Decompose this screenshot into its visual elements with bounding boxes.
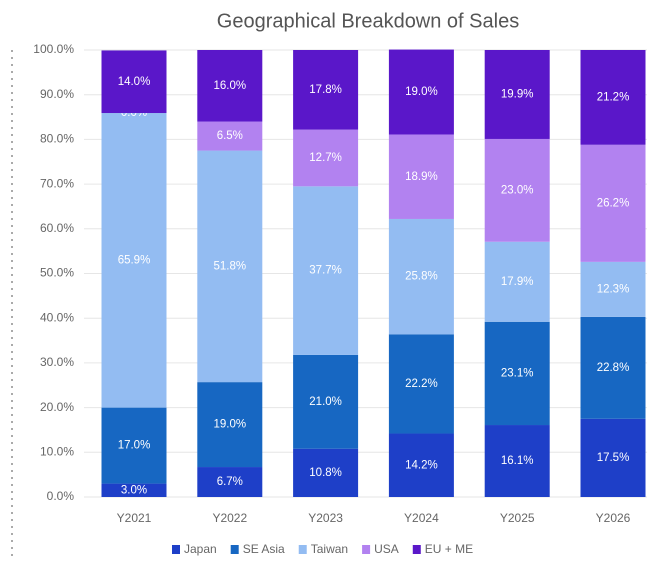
y-tick-label: 50.0%	[40, 266, 74, 280]
bar-segment	[388, 49, 454, 135]
value-label: 17.5%	[597, 452, 630, 464]
y-tick-label: 100.0%	[33, 42, 74, 56]
bar-segment	[293, 354, 359, 449]
y-tick-label: 10.0%	[40, 444, 74, 458]
bar-segment	[388, 334, 454, 434]
chart-title: Geographical Breakdown of Sales	[217, 10, 519, 32]
value-label: 19.9%	[501, 89, 534, 101]
bar-segment	[293, 186, 359, 355]
bar-segment	[580, 418, 646, 497]
value-label: 21.0%	[309, 396, 342, 408]
bar-segment	[484, 241, 550, 322]
x-tick-label: Y2026	[596, 511, 631, 525]
bar-segment	[484, 321, 550, 426]
bar-segment	[197, 50, 263, 122]
y-tick-label: 20.0%	[40, 400, 74, 414]
x-tick-label: Y2021	[117, 511, 152, 525]
y-tick-label: 90.0%	[40, 87, 74, 101]
bar-segment	[293, 50, 359, 130]
legend-label: Taiwan	[311, 542, 348, 556]
value-label: 51.8%	[213, 260, 246, 272]
bar-segment	[101, 113, 167, 408]
value-label: 14.0%	[118, 76, 151, 88]
bar-segment	[388, 433, 454, 497]
bar-segment	[197, 382, 263, 468]
value-label: 16.1%	[501, 455, 534, 467]
x-tick-label: Y2023	[308, 511, 343, 525]
value-label: 17.9%	[501, 276, 534, 288]
bar-segment	[388, 134, 454, 219]
value-label: 12.7%	[309, 152, 342, 164]
value-label: 23.1%	[501, 367, 534, 379]
value-label: 19.0%	[213, 419, 246, 431]
bar-segment	[101, 407, 167, 484]
value-label: 3.0%	[121, 484, 147, 496]
value-label: 37.7%	[309, 265, 342, 277]
y-tick-label: 80.0%	[40, 132, 74, 146]
value-label: 22.8%	[597, 362, 630, 374]
bar-segment	[197, 467, 263, 497]
value-label: 16.0%	[213, 80, 246, 92]
legend-label: EU + ME	[425, 542, 473, 556]
legend-label: SE Asia	[243, 542, 285, 556]
value-label: 18.9%	[405, 171, 438, 183]
value-label: 23.0%	[501, 184, 534, 196]
bar-segment	[580, 50, 646, 145]
value-label: 21.2%	[597, 91, 630, 103]
bar-segment	[101, 50, 167, 114]
bar-segment	[484, 50, 550, 139]
value-label: 17.8%	[309, 84, 342, 96]
legend-swatch	[412, 545, 421, 554]
y-tick-label: 30.0%	[40, 355, 74, 369]
value-label: 6.7%	[217, 476, 243, 488]
bar-segment	[580, 144, 646, 262]
value-label: 14.2%	[405, 459, 438, 471]
bar-segment	[197, 150, 263, 383]
y-tick-label: 70.0%	[40, 176, 74, 190]
bar-segment	[580, 316, 646, 419]
legend-label: USA	[374, 542, 399, 556]
value-label: 6.5%	[217, 130, 243, 142]
x-tick-label: Y2022	[212, 511, 247, 525]
bar-segment	[580, 261, 646, 317]
bar-segment	[101, 483, 167, 497]
value-label: 19.0%	[405, 86, 438, 98]
bar-segment	[293, 448, 359, 497]
y-tick-label: 60.0%	[40, 221, 74, 235]
x-tick-label: Y2025	[500, 511, 535, 525]
y-tick-label: 40.0%	[40, 310, 74, 324]
legend-swatch	[172, 545, 180, 554]
legend-swatch	[362, 545, 371, 554]
bar-segment	[388, 218, 454, 335]
value-label: 25.8%	[405, 271, 438, 283]
value-label: 17.0%	[118, 440, 151, 452]
value-label: 26.2%	[597, 197, 630, 209]
value-label: 12.3%	[597, 283, 630, 295]
bar-segment	[293, 129, 359, 187]
value-label: 10.8%	[309, 467, 342, 479]
bar-segment	[484, 138, 550, 242]
legend-label: Japan	[184, 542, 217, 556]
bar-segment	[197, 121, 263, 151]
y-tick-label: 0.0%	[47, 489, 75, 503]
value-label: 65.9%	[118, 254, 151, 266]
value-label: 22.2%	[405, 378, 438, 390]
legend-swatch	[230, 545, 239, 554]
bar-segment	[484, 425, 550, 497]
x-tick-label: Y2024	[404, 511, 439, 525]
legend-swatch	[298, 545, 307, 554]
